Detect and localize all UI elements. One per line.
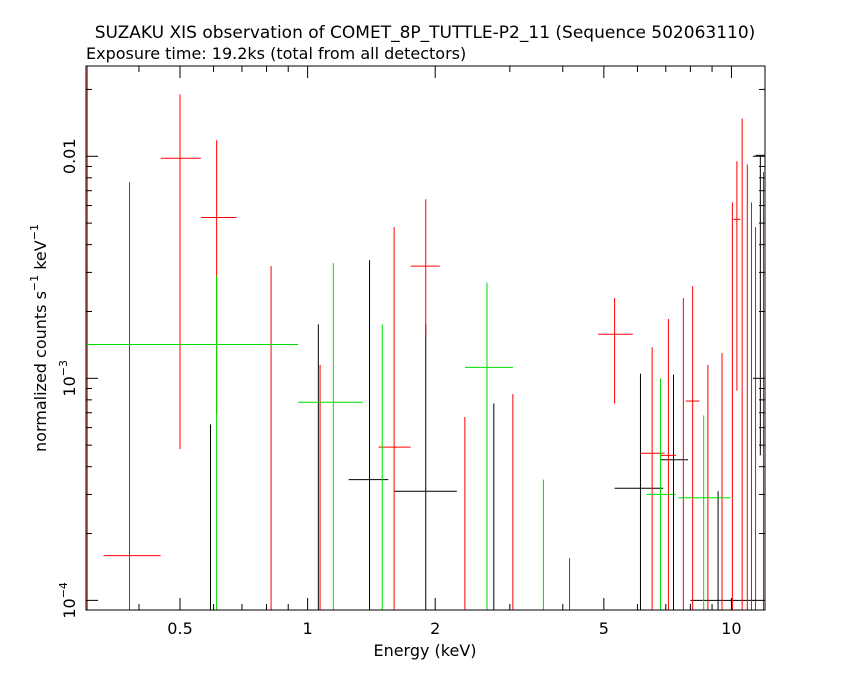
series-0	[209, 154, 765, 610]
data-point	[348, 260, 389, 610]
data-point	[378, 227, 411, 610]
data-point	[410, 199, 440, 337]
plot-frame	[85, 65, 766, 611]
data-point	[660, 318, 677, 610]
y-tick-label-exponent: −4	[57, 582, 70, 598]
x-tick-label: 2	[430, 619, 440, 638]
data-point	[733, 161, 741, 391]
y-axis-label: normalized counts s−1 keV−1	[28, 224, 50, 452]
data-point	[646, 378, 677, 610]
data-point	[103, 182, 161, 610]
data-point	[394, 324, 457, 610]
data-point	[660, 374, 689, 610]
series-2	[86, 263, 731, 610]
x-tick-label: 10	[721, 619, 741, 638]
series-1	[86, 66, 764, 610]
y-tick-label: 0.01	[60, 138, 79, 174]
y-tick-label-exponent: −3	[57, 360, 70, 376]
data-point	[86, 275, 299, 610]
y-tick-label: 10−4	[57, 582, 79, 619]
chart-subtitle: Exposure time: 19.2ks (total from all de…	[86, 44, 466, 63]
y-axis-label-sup2: −1	[28, 224, 41, 240]
x-axis-label: Energy (keV)	[373, 641, 476, 660]
x-tick-label: 0.5	[167, 619, 192, 638]
data-point	[678, 415, 731, 610]
axis-ticks	[85, 66, 765, 610]
data-point	[298, 263, 363, 610]
data-point	[464, 282, 513, 610]
y-axis-label-mid: keV	[31, 240, 50, 275]
y-tick-label-base: 0.01	[60, 138, 79, 174]
y-tick-label: 10−3	[57, 360, 79, 397]
x-tick-label: 5	[599, 619, 609, 638]
data-point	[685, 286, 700, 610]
data-point	[160, 94, 201, 450]
data-point	[200, 140, 237, 415]
x-tick-label: 1	[303, 619, 313, 638]
data-point	[614, 373, 664, 610]
chart-title: SUZAKU XIS observation of COMET_8P_TUTTL…	[95, 23, 756, 43]
data-series-layer	[86, 66, 765, 610]
y-tick-label-base: 10	[60, 598, 79, 618]
y-axis-label-sup1: −1	[28, 275, 41, 291]
data-point	[598, 298, 633, 404]
y-axis-label-main: normalized counts s	[31, 291, 50, 452]
y-tick-label-base: 10	[60, 376, 79, 396]
